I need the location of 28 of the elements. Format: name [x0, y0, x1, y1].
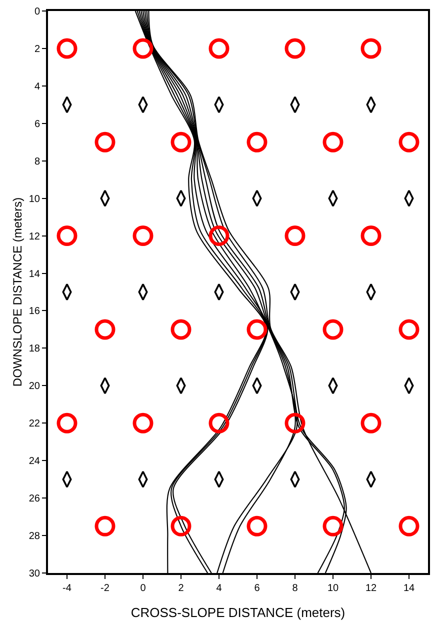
- y-tick-label: 22: [28, 418, 40, 430]
- y-tick-label: 8: [34, 156, 40, 168]
- y-axis-title: DOWNSLOPE DISTANCE (meters): [10, 197, 25, 387]
- y-tick-label: 16: [28, 306, 40, 318]
- y-tick-label: 24: [28, 456, 40, 468]
- y-tick-label: 0: [34, 6, 40, 18]
- y-tick-label: 2: [34, 44, 40, 55]
- x-tick-label: 14: [403, 583, 415, 594]
- x-tick-label: 8: [292, 583, 298, 594]
- y-tick-label: 30: [28, 568, 40, 580]
- y-tick-label: 28: [28, 531, 40, 542]
- x-tick-label: -2: [100, 583, 110, 594]
- y-tick-label: 4: [34, 81, 40, 92]
- x-tick-label: 12: [365, 583, 377, 594]
- x-tick-label: 2: [178, 583, 184, 594]
- x-axis-title: CROSS-SLOPE DISTANCE (meters): [130, 605, 346, 620]
- x-tick-label: 10: [327, 583, 339, 594]
- y-tick-label: 10: [28, 194, 40, 205]
- x-tick-label: 0: [140, 583, 146, 594]
- y-tick-label: 20: [28, 381, 40, 392]
- x-tick-label: -4: [62, 583, 72, 594]
- y-tick-label: 14: [28, 268, 40, 280]
- y-tick-label: 12: [28, 231, 40, 242]
- y-tick-label: 26: [28, 494, 40, 505]
- x-tick-label: 4: [216, 583, 222, 594]
- y-tick-label: 6: [34, 118, 40, 130]
- x-tick-label: 6: [254, 583, 260, 594]
- y-tick-label: 18: [28, 344, 40, 355]
